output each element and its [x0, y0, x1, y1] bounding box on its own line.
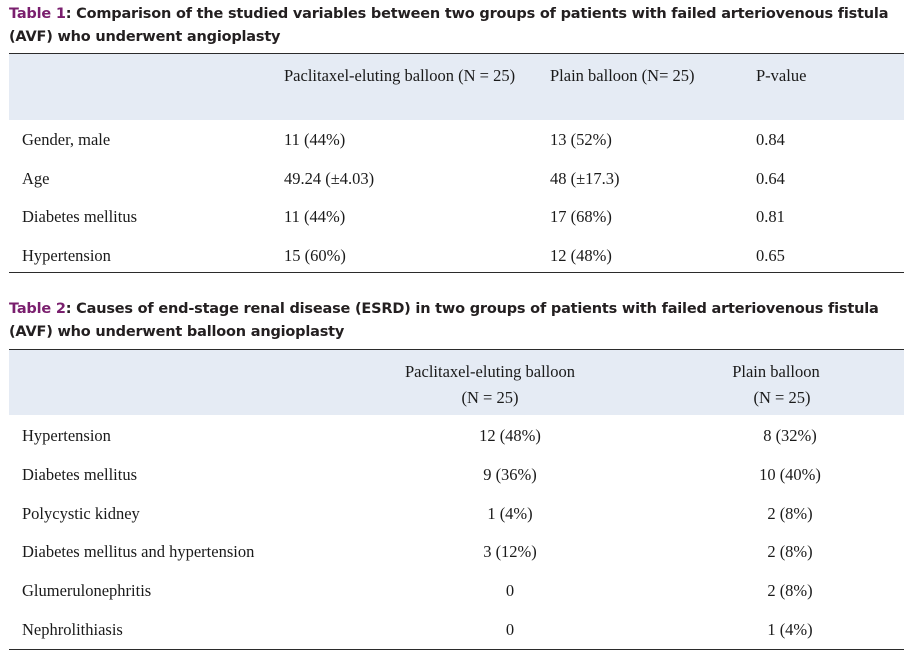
table-row-label: Diabetes mellitus — [22, 207, 138, 226]
table-cell: 12 (48%) — [479, 426, 541, 445]
table-cell: 9 (36%) — [483, 465, 537, 484]
table1-bottom-rule — [9, 272, 904, 273]
table-cell: 48 (±17.3) — [550, 169, 620, 188]
table1-header-col2: Plain balloon (N= 25) — [550, 66, 695, 85]
table1-label: Table 1 — [9, 6, 66, 22]
table1-top-rule — [9, 53, 904, 54]
table-cell: 10 (40%) — [759, 465, 821, 484]
table-row-label: Polycystic kidney — [22, 504, 140, 523]
table-cell: 8 (32%) — [763, 426, 817, 445]
table2-header-col1-line1: Paclitaxel-eluting balloon — [405, 362, 575, 381]
table-row-label: Diabetes mellitus — [22, 465, 138, 484]
table1-caption: Table 1: Comparison of the studied varia… — [9, 3, 904, 49]
table-cell: 13 (52%) — [550, 130, 612, 149]
table2-header-col2: Plain balloon (N = 25) — [706, 359, 846, 411]
table-cell: 0.84 — [756, 130, 785, 149]
table2-caption-text: : Causes of end-stage renal disease (ESR… — [9, 301, 879, 340]
table-cell: 11 (44%) — [284, 207, 346, 226]
table2-caption: Table 2: Causes of end-stage renal disea… — [9, 298, 904, 344]
table2-header-col1-line2: (N = 25) — [461, 388, 519, 407]
table1-header-col3: P-value — [756, 66, 807, 85]
table-cell: 1 (4%) — [487, 504, 533, 523]
table-cell: 2 (8%) — [767, 581, 813, 600]
table-cell: 2 (8%) — [767, 504, 813, 523]
table1-caption-text: : Comparison of the studied variables be… — [9, 6, 889, 45]
table-cell: 0 — [505, 581, 515, 600]
table-cell: 49.24 (±4.03) — [284, 169, 375, 188]
table-row-label: Age — [22, 169, 50, 188]
table2-header-row — [9, 350, 904, 415]
table1-header-col1: Paclitaxel-eluting balloon (N = 25) — [284, 66, 516, 85]
table-cell: 15 (60%) — [284, 246, 346, 265]
table2-top-rule — [9, 349, 904, 350]
table-cell: 2 (8%) — [767, 542, 813, 561]
table-row-label: Nephrolithiasis — [22, 620, 123, 639]
table2-header-col2-line2: (N = 25) — [753, 388, 811, 407]
table-row-label: Diabetes mellitus and hypertension — [22, 542, 255, 561]
table1: Paclitaxel-eluting balloon (N = 25) Plai… — [9, 0, 904, 280]
table1-header-row — [9, 54, 904, 120]
table-cell: 0 — [505, 620, 515, 639]
table-cell: 0.64 — [756, 169, 785, 188]
table-row-label: Hypertension — [22, 426, 111, 445]
table-cell: 12 (48%) — [550, 246, 612, 265]
table-cell: 17 (68%) — [550, 207, 612, 226]
table-cell: 1 (4%) — [767, 620, 813, 639]
table-row-label: Glumerulonephritis — [22, 581, 152, 600]
table-cell: 11 (44%) — [284, 130, 346, 149]
table2: Paclitaxel-eluting balloon (N = 25) Plai… — [9, 0, 904, 658]
table2-header-col2-line1: Plain balloon — [732, 362, 820, 381]
table2-bottom-rule — [9, 649, 904, 650]
table-cell: 0.81 — [756, 207, 785, 226]
table2-header-col1: Paclitaxel-eluting balloon (N = 25) — [380, 359, 600, 411]
table-cell: 3 (12%) — [483, 542, 537, 561]
table-cell: 0.65 — [756, 246, 785, 265]
table2-label: Table 2 — [9, 301, 66, 317]
table-row-label: Gender, male — [22, 130, 111, 149]
table-row-label: Hypertension — [22, 246, 111, 265]
